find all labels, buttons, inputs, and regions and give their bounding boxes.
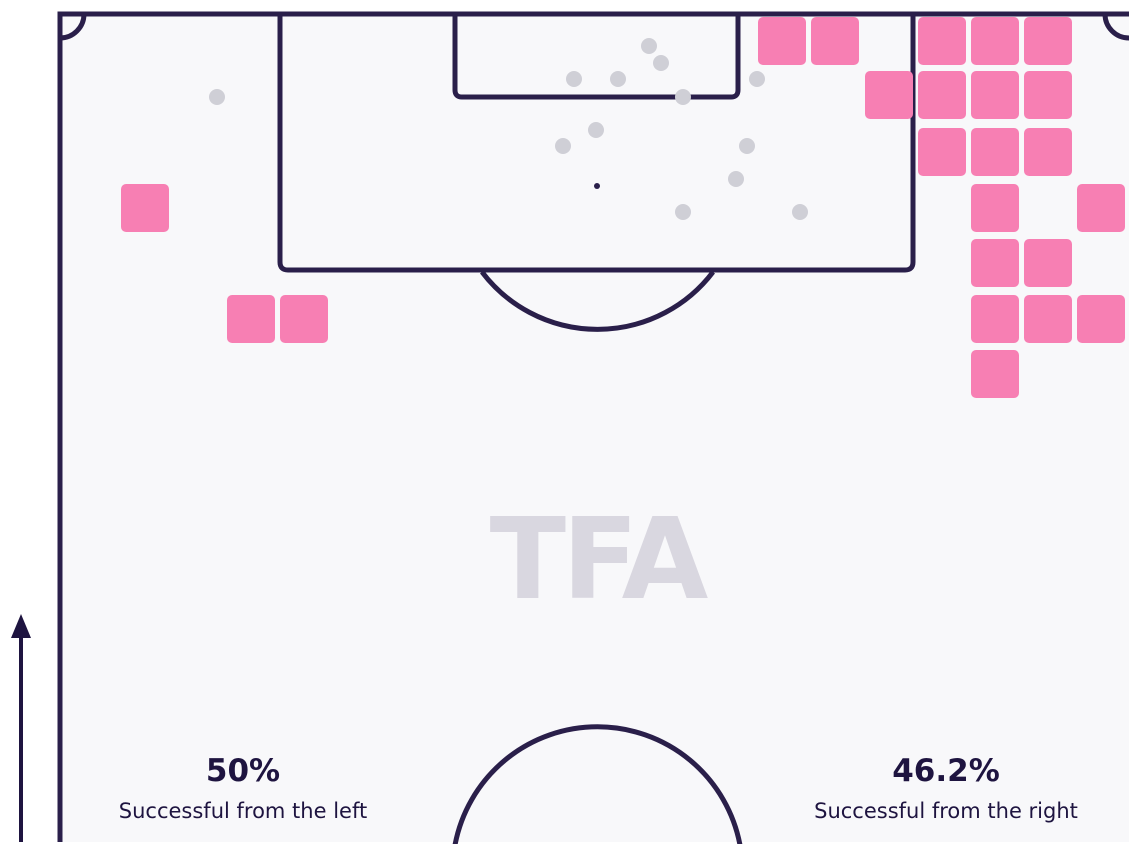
zone-square [227, 295, 275, 343]
pitch-surface [58, 14, 1129, 842]
corner-arc [59, 13, 87, 41]
dot [588, 122, 604, 138]
penalty-spot [594, 183, 600, 189]
left-value: 50% [206, 753, 280, 789]
dot [555, 138, 571, 154]
zone-square [971, 17, 1019, 65]
dot [739, 138, 755, 154]
zone-square [1024, 295, 1072, 343]
dot [566, 71, 582, 87]
zone-square [1024, 71, 1072, 119]
dot [653, 55, 669, 71]
zone-square [758, 17, 806, 65]
pitch-lines [57, 11, 1129, 844]
dot [675, 89, 691, 105]
corner-arc [1102, 13, 1129, 41]
zone-square [971, 128, 1019, 176]
centre-circle [452, 724, 743, 844]
zone-square [1024, 128, 1072, 176]
dot [209, 89, 225, 105]
penalty-arc [480, 270, 715, 332]
dot [675, 204, 691, 220]
direction-arrow [11, 614, 31, 842]
zone-square [865, 71, 913, 119]
zone-square [971, 71, 1019, 119]
zone-square [918, 71, 966, 119]
zone-square [1024, 239, 1072, 287]
left-caption: Successful from the left [119, 799, 367, 823]
squares [121, 17, 1125, 398]
arrow-head [11, 614, 31, 638]
dot [610, 71, 626, 87]
dot [728, 171, 744, 187]
zone-square [811, 17, 859, 65]
zone-square [971, 184, 1019, 232]
right-value: 46.2% [892, 753, 1000, 789]
zone-square [971, 350, 1019, 398]
dots [209, 38, 808, 220]
zone-square [1024, 17, 1072, 65]
penalty-box [277, 14, 916, 273]
dot [641, 38, 657, 54]
touchline [57, 11, 1129, 842]
six-yard-box [452, 14, 741, 100]
dot [749, 71, 765, 87]
zone-square [918, 17, 966, 65]
zone-square [121, 184, 169, 232]
zone-square [971, 295, 1019, 343]
watermark: TFA [490, 495, 709, 625]
dot [792, 204, 808, 220]
zone-square [918, 128, 966, 176]
zone-square [280, 295, 328, 343]
zone-square [971, 239, 1019, 287]
zone-square [1077, 184, 1125, 232]
zone-square [1077, 295, 1125, 343]
right-caption: Successful from the right [814, 799, 1078, 823]
